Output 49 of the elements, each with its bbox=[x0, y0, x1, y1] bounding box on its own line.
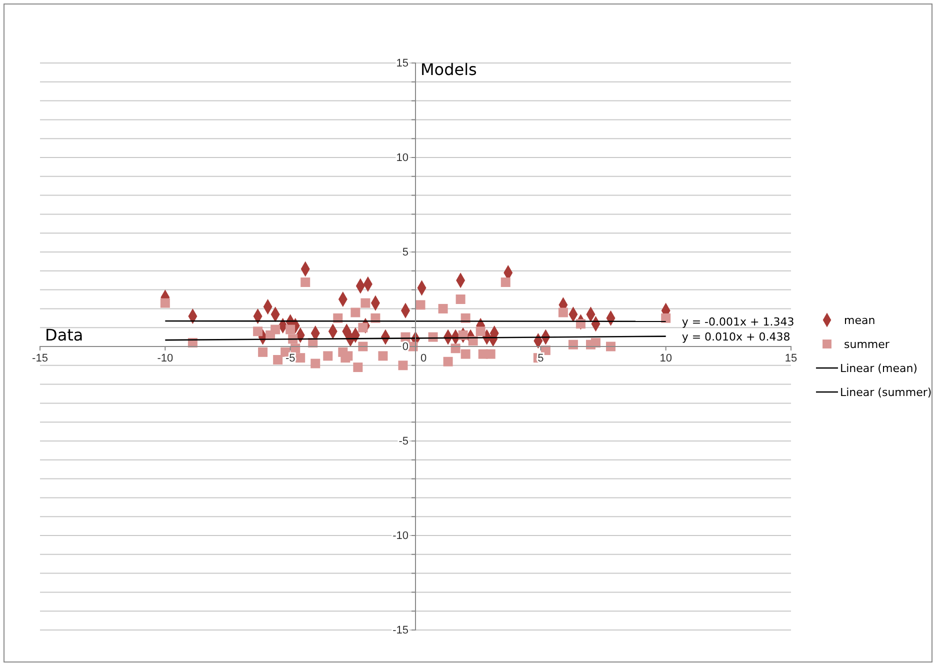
point bbox=[350, 308, 360, 318]
point bbox=[353, 362, 363, 372]
y-tick-label: -15 bbox=[392, 624, 408, 637]
y-tick-label: 15 bbox=[396, 58, 408, 70]
point bbox=[456, 294, 466, 304]
point bbox=[253, 326, 263, 336]
point bbox=[590, 338, 600, 348]
point bbox=[476, 326, 486, 336]
point bbox=[416, 300, 426, 310]
legend-label: Linear (summer) bbox=[840, 386, 932, 399]
point bbox=[296, 353, 306, 363]
point bbox=[568, 340, 578, 350]
legend-label: Linear (mean) bbox=[840, 362, 918, 375]
point bbox=[273, 354, 283, 364]
point bbox=[486, 349, 496, 359]
point bbox=[438, 304, 448, 314]
annotation: y = -0.001x + 1.343 bbox=[682, 315, 794, 328]
point bbox=[378, 351, 388, 361]
y-axis-title: Models bbox=[420, 60, 477, 79]
point bbox=[558, 308, 568, 318]
annotation: y = 0.010x + 0.438 bbox=[682, 330, 790, 344]
legend-label: summer bbox=[844, 338, 890, 351]
point bbox=[360, 298, 370, 308]
legend-label: mean bbox=[844, 314, 876, 327]
point bbox=[323, 351, 333, 361]
y-tick-label: -5 bbox=[398, 436, 408, 448]
point bbox=[300, 277, 310, 287]
x-tick-label: -10 bbox=[157, 352, 174, 364]
point bbox=[450, 344, 460, 354]
y-tick-label: 5 bbox=[402, 246, 408, 259]
x-tick-label: -5 bbox=[285, 352, 296, 364]
y-tick-label: 10 bbox=[396, 152, 408, 164]
point bbox=[270, 324, 280, 334]
point bbox=[443, 356, 453, 366]
point bbox=[661, 313, 671, 323]
x-tick-label: 0 bbox=[420, 352, 427, 364]
point bbox=[398, 360, 408, 370]
point bbox=[358, 322, 368, 332]
point bbox=[286, 324, 296, 334]
x-axis-title: Data bbox=[45, 326, 84, 344]
point bbox=[310, 358, 320, 368]
point bbox=[258, 347, 268, 357]
point bbox=[160, 298, 170, 308]
x-tick-label: 10 bbox=[660, 352, 672, 364]
point bbox=[500, 277, 510, 287]
y-tick-label: -10 bbox=[392, 530, 408, 542]
x-tick-label: 15 bbox=[784, 352, 798, 364]
point bbox=[460, 349, 470, 359]
x-tick-label: -15 bbox=[32, 352, 48, 364]
